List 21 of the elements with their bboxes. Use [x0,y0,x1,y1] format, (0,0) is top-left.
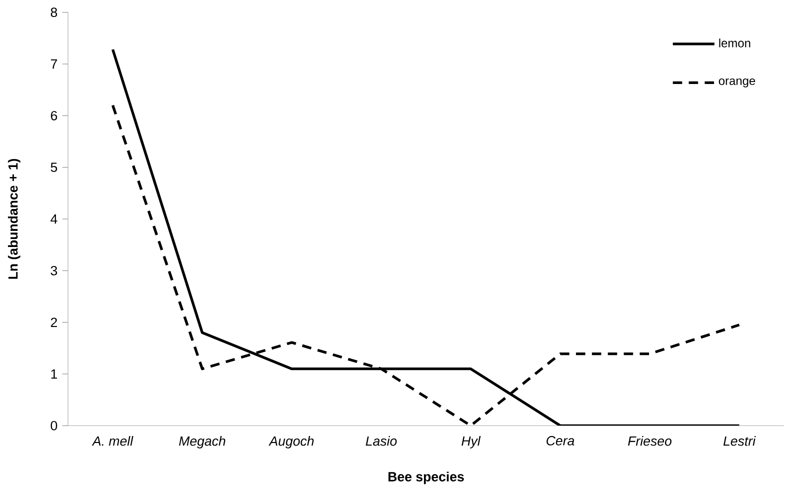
x-axis-title: Bee species [388,472,464,484]
y-tick-label: 0 [50,420,58,430]
x-tick-label: Augoch [268,436,314,448]
x-tick-label: Megach [179,436,226,448]
y-tick-label: 5 [50,162,58,172]
x-tick-label: Lestri [723,436,756,446]
x-tick-label: Hyl [462,436,481,448]
legend-label: orange [718,78,756,88]
y-tick-label: 8 [50,8,58,18]
y-axis-title: Ln (abundance + 1) [8,158,20,279]
x-tick-label: Cera [546,436,574,446]
x-tick-label: Lasio [366,436,397,446]
y-tick-label: 3 [50,266,58,276]
y-tick-label: 7 [50,59,57,69]
y-tick-label: 4 [50,214,58,224]
x-tick-label: A. mell [92,436,134,446]
legend-label: lemon [719,38,750,48]
y-tick-label: 2 [50,318,57,327]
y-tick-label: 1 [51,369,57,379]
y-tick-label: 6 [50,110,58,120]
x-tick-label: Frieseo [628,436,672,446]
